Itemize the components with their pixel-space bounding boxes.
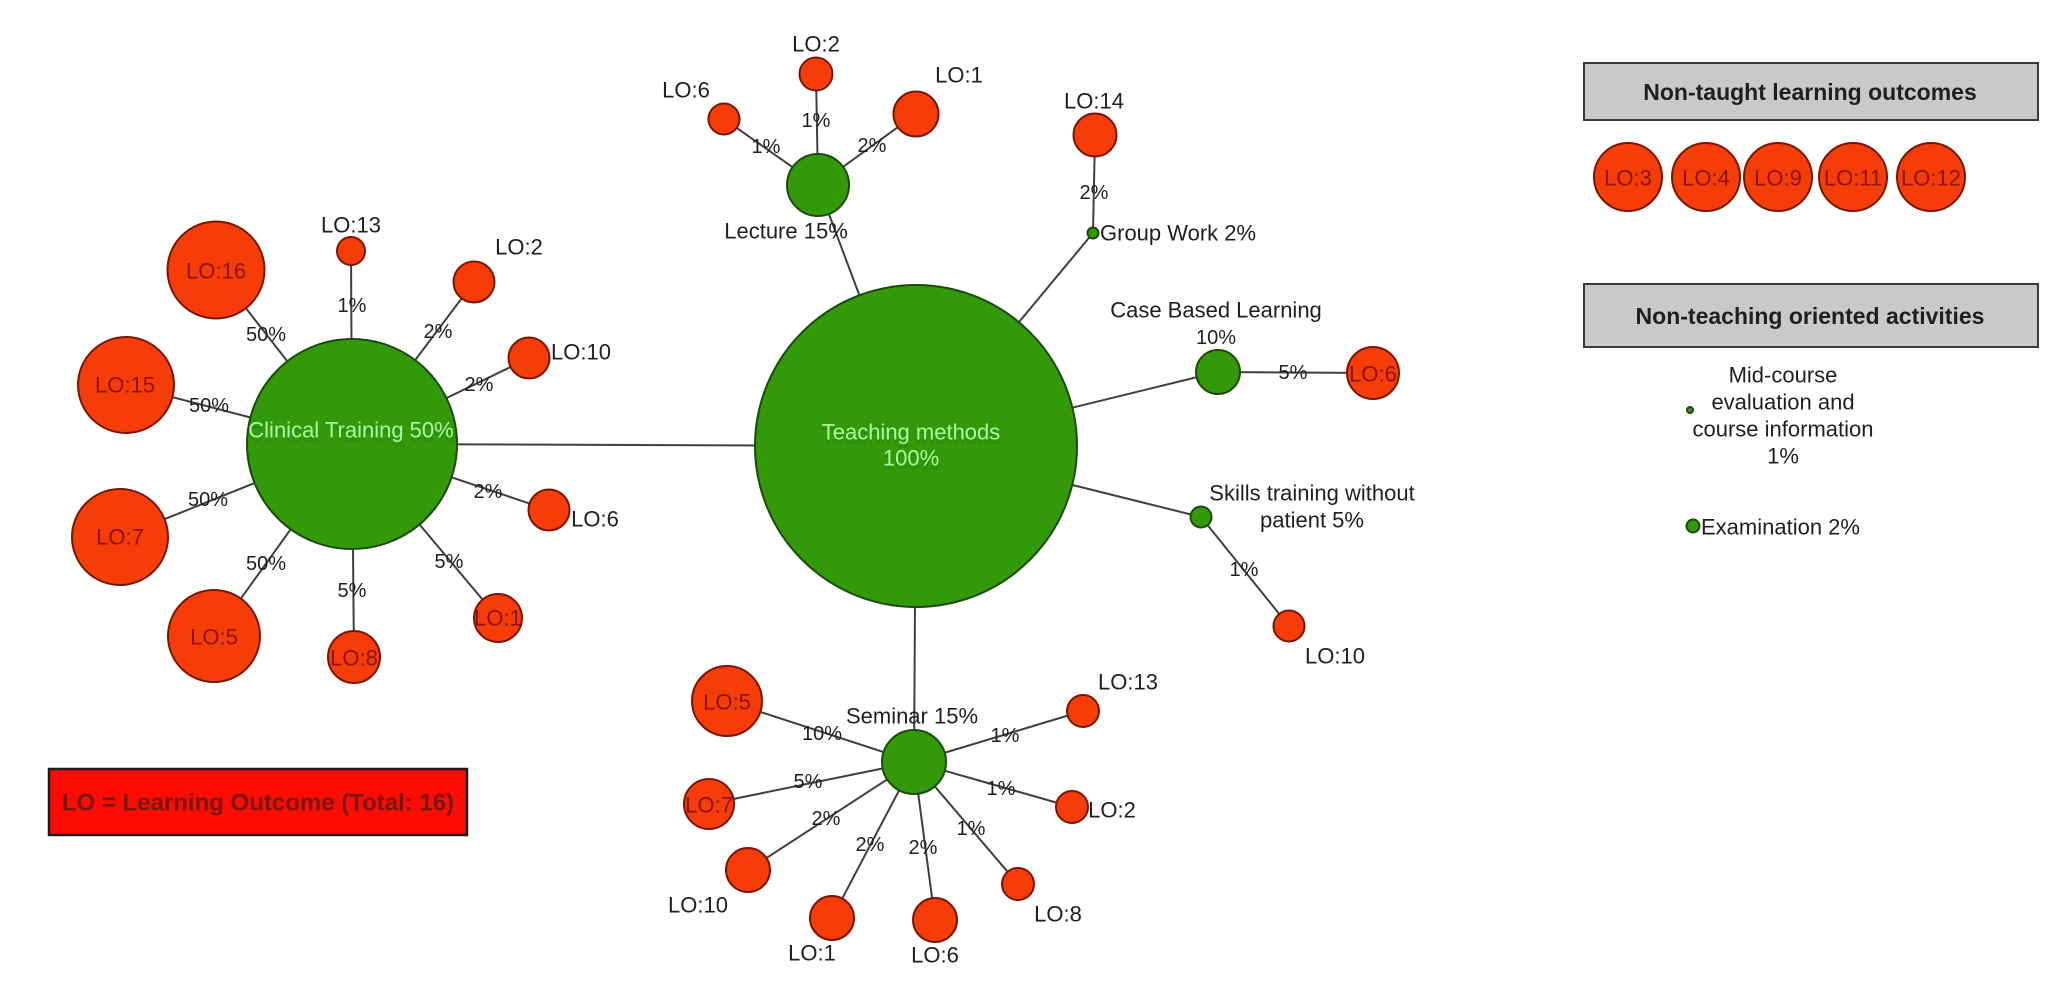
svg-text:2%: 2% [858,135,887,157]
svg-text:LO:5: LO:5 [190,625,238,650]
svg-text:Case Based Learning: Case Based Learning [1110,298,1322,323]
svg-text:course information: course information [1693,417,1874,442]
svg-text:LO:13: LO:13 [321,213,381,238]
svg-text:patient 5%: patient 5% [1260,508,1364,533]
svg-text:1%: 1% [1230,559,1259,581]
svg-text:2%: 2% [1080,182,1109,204]
svg-text:2%: 2% [856,834,885,856]
svg-text:Non-teaching oriented activiti: Non-teaching oriented activities [1636,303,1985,329]
svg-text:LO:9: LO:9 [1754,166,1802,191]
svg-text:LO:1: LO:1 [474,606,522,631]
svg-text:Teaching methods: Teaching methods [822,420,1001,445]
svg-text:LO:2: LO:2 [792,32,840,57]
svg-text:LO:3: LO:3 [1604,166,1652,191]
svg-text:Clinical Training 50%: Clinical Training 50% [248,418,453,443]
svg-text:LO:8: LO:8 [1034,902,1082,927]
svg-text:LO = Learning Outcome (Total:: LO = Learning Outcome (Total: 16) [62,790,454,817]
svg-text:50%: 50% [246,553,286,575]
svg-text:Mid-course: Mid-course [1729,363,1838,388]
svg-text:Group Work 2%: Group Work 2% [1100,221,1256,246]
svg-text:LO:15: LO:15 [95,373,155,398]
svg-text:LO:13: LO:13 [1098,670,1158,695]
svg-text:1%: 1% [991,725,1020,747]
svg-text:LO:1: LO:1 [788,941,836,966]
svg-text:LO:2: LO:2 [1088,798,1136,823]
svg-text:LO:12: LO:12 [1901,166,1961,191]
svg-text:LO:10: LO:10 [668,893,728,918]
svg-text:5%: 5% [794,771,823,793]
svg-text:5%: 5% [435,551,464,573]
svg-text:5%: 5% [338,580,367,602]
svg-text:50%: 50% [188,489,228,511]
svg-text:50%: 50% [189,395,229,417]
svg-text:1%: 1% [802,110,831,132]
svg-text:LO:7: LO:7 [685,793,733,818]
svg-text:LO:6: LO:6 [911,943,959,968]
svg-text:5%: 5% [1279,362,1308,384]
svg-text:Lecture 15%: Lecture 15% [724,219,848,244]
svg-text:LO:16: LO:16 [186,259,246,284]
svg-text:1%: 1% [987,778,1016,800]
svg-text:Examination 2%: Examination 2% [1701,515,1860,540]
svg-text:100%: 100% [883,446,939,471]
svg-text:1%: 1% [338,295,367,317]
svg-text:LO:14: LO:14 [1064,89,1124,114]
svg-text:LO:6: LO:6 [1349,362,1397,387]
svg-text:LO:8: LO:8 [330,646,378,671]
svg-text:50%: 50% [246,324,286,346]
svg-text:2%: 2% [424,321,453,343]
svg-text:Skills training without: Skills training without [1209,481,1414,506]
svg-text:1%: 1% [957,818,986,840]
svg-text:Teaching methods: Teaching methods [822,424,1001,449]
svg-text:LO:4: LO:4 [1682,166,1730,191]
svg-text:LO:6: LO:6 [662,78,710,103]
svg-text:10%: 10% [1196,327,1236,349]
svg-text:2%: 2% [474,481,503,503]
svg-text:2%: 2% [812,808,841,830]
svg-text:2%: 2% [465,374,494,396]
svg-text:LO:2: LO:2 [495,235,543,260]
svg-text:10%: 10% [802,723,842,745]
svg-text:LO:6: LO:6 [571,507,619,532]
svg-text:1%: 1% [1767,444,1799,469]
svg-text:Clinical Training 50%: Clinical Training 50% [248,422,453,447]
svg-text:Non-taught learning outcomes: Non-taught learning outcomes [1643,79,1977,105]
svg-text:evaluation and: evaluation and [1711,390,1854,415]
svg-text:2%: 2% [909,837,938,859]
svg-text:LO:7: LO:7 [96,525,144,550]
svg-text:LO:5: LO:5 [703,690,751,715]
svg-text:Seminar 15%: Seminar 15% [846,704,978,729]
svg-text:LO:11: LO:11 [1824,166,1882,191]
svg-text:LO:1: LO:1 [935,63,983,88]
svg-text:LO:10: LO:10 [551,340,611,365]
svg-text:LO:10: LO:10 [1305,644,1365,669]
svg-text:100%: 100% [883,450,939,475]
svg-text:1%: 1% [752,136,781,158]
